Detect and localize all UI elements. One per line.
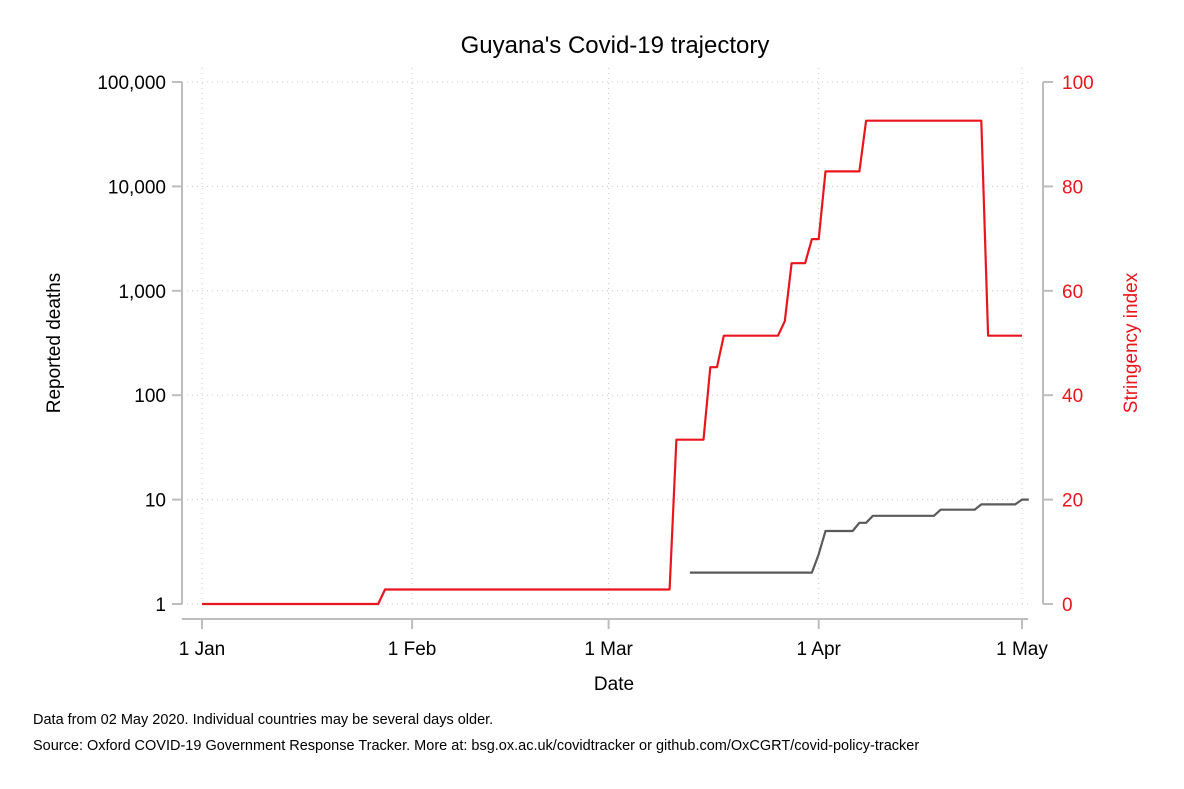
y-axis-right-title: Stringency index bbox=[1121, 272, 1142, 413]
x-tick-label: 1 Apr bbox=[797, 639, 842, 660]
y-left-tick-label: 100,000 bbox=[97, 73, 166, 94]
axes: 1 10 100 1,000 10,000 100,000 1 Jan 1 Feb 1 Mar 1… bbox=[97, 73, 1093, 660]
series-line-reported-deaths bbox=[689, 498, 1029, 574]
series-lines bbox=[202, 119, 1029, 606]
y-left-tick-label: 100 bbox=[134, 386, 166, 407]
data-date-note: Data from 02 May 2020. Individual countr… bbox=[33, 712, 494, 728]
x-axis-title: Date bbox=[594, 674, 634, 695]
y-left-tick-label: 1 bbox=[155, 595, 166, 616]
y-right-tick-label: 20 bbox=[1062, 491, 1083, 512]
x-tick-label: 1 Mar bbox=[584, 639, 633, 660]
y-right-tick-label: 0 bbox=[1062, 595, 1073, 616]
y-left-tick-label: 10 bbox=[145, 491, 166, 512]
y-axis-left-title: Reported deaths bbox=[44, 273, 65, 414]
x-tick-label: 1 Feb bbox=[388, 639, 437, 660]
y-left-tick-label: 1,000 bbox=[118, 282, 166, 303]
chart-title: Guyana's Covid-19 trajectory bbox=[461, 32, 770, 59]
series-line-stringency-index bbox=[202, 119, 1022, 606]
y-right-tick-label: 80 bbox=[1062, 177, 1083, 198]
y-right-tick-label: 100 bbox=[1062, 73, 1094, 94]
gridlines bbox=[182, 68, 1028, 605]
x-tick-label: 1 May bbox=[996, 639, 1048, 660]
source-note: Source: Oxford COVID-19 Government Respo… bbox=[33, 738, 920, 754]
y-right-tick-label: 60 bbox=[1062, 282, 1083, 303]
x-tick-label: 1 Jan bbox=[179, 639, 225, 660]
y-right-tick-label: 40 bbox=[1062, 386, 1083, 407]
y-left-tick-label: 10,000 bbox=[108, 177, 166, 198]
